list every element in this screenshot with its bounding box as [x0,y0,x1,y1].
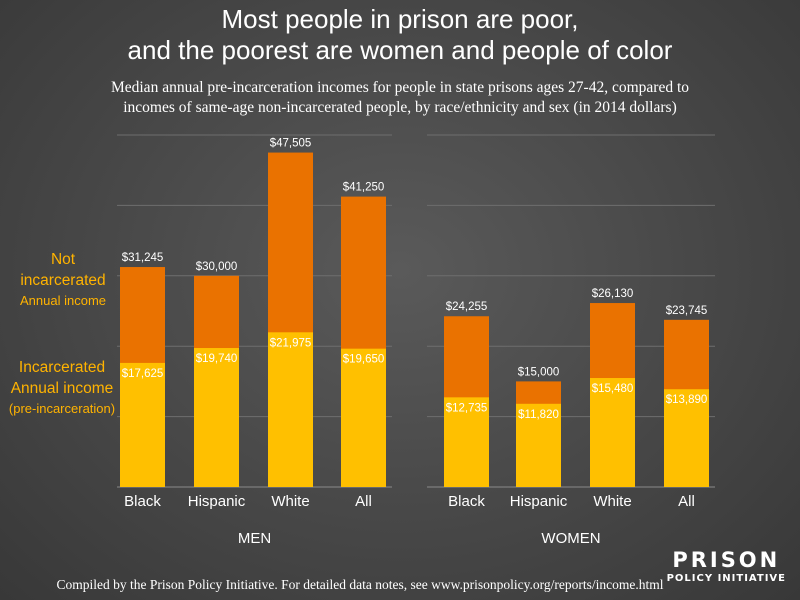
men-label-incarcerated-all: $19,650 [343,354,385,366]
women-category-label-white: White [593,493,631,510]
men-category-label-all: All [355,493,372,510]
chart-title-line-2: and the poorest are women and people of … [127,35,673,65]
women-label-not-incarcerated-hispanic: $15,000 [518,366,560,378]
men-bar-incarcerated-all [341,348,386,487]
men-category-label-black: Black [124,493,161,510]
chart-subtitle-line-2: incomes of same-age non-incarcerated peo… [123,99,677,116]
women-label-not-incarcerated-black: $24,255 [446,301,488,313]
men-label-not-incarcerated-all: $41,250 [343,182,385,194]
women-label-not-incarcerated-white: $26,130 [592,288,634,300]
legend-incarcerated-line-2: Annual income [10,380,114,397]
men-label-incarcerated-hispanic: $19,740 [196,353,238,365]
legend-incarcerated: Incarcerated Annual income (pre-incarcer… [4,357,120,419]
women-category-label-black: Black [448,493,485,510]
women-bar-incarcerated-hispanic [516,403,561,487]
logo-line-1: PRISON [672,548,781,572]
women-label-incarcerated-black: $12,735 [446,402,488,414]
women-bar-incarcerated-all [664,389,709,487]
women-group-label: WOMEN [541,530,600,547]
legend-incarcerated-line-3: (pre-incarceration) [8,401,116,416]
men-label-not-incarcerated-black: $31,245 [122,252,164,264]
men-label-not-incarcerated-white: $47,505 [270,138,312,150]
women-bar-incarcerated-black [444,397,489,487]
women-bar-incarcerated-white [590,378,635,487]
men-label-incarcerated-black: $17,625 [122,368,164,380]
men-bar-incarcerated-white [268,332,313,487]
legend-not-incarcerated-line-3: Annual income [20,293,106,308]
women-category-label-all: All [678,493,695,510]
legend-incarcerated-line-1: Incarcerated [18,359,106,376]
legend-not-incarcerated-line-1: Not [50,251,76,268]
women-category-label-hispanic: Hispanic [510,493,568,510]
footer-note: Compiled by the Prison Policy Initiative… [56,577,664,592]
legend-not-incarcerated-line-2: incarcerated [20,272,106,289]
men-label-not-incarcerated-hispanic: $30,000 [196,261,238,273]
men-category-label-white: White [271,493,309,510]
logo-line-2: POLICY INITIATIVE [666,573,786,584]
chart-title-line-1: Most people in prison are poor, [221,4,579,34]
women-label-incarcerated-hispanic: $11,820 [518,409,559,421]
women-label-incarcerated-white: $15,480 [592,383,634,395]
women-label-incarcerated-all: $13,890 [666,394,708,406]
men-category-label-hispanic: Hispanic [188,493,246,510]
prison-policy-logo: PRISON POLICY INITIATIVE [667,548,786,585]
chart-subtitle-line-1: Median annual pre-incarceration incomes … [110,79,690,96]
legend-not-incarcerated: Not incarcerated Annual income [18,249,108,311]
men-group-label: MEN [238,530,271,547]
men-bar-incarcerated-black [120,362,165,487]
men-label-incarcerated-white: $21,975 [270,337,312,349]
men-bar-incarcerated-hispanic [194,348,239,487]
women-label-not-incarcerated-all: $23,745 [666,305,708,317]
